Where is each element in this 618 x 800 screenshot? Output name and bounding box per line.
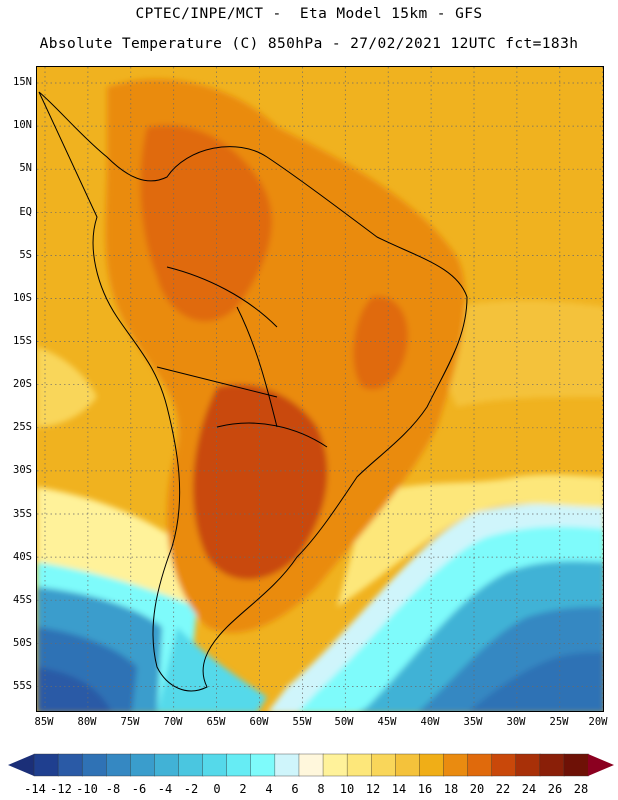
colorbar-swatch: [274, 753, 300, 777]
chart-title-line-1: CPTEC/INPE/MCT - Eta Model 15km - GFS: [135, 6, 483, 22]
lat-label: 15S: [13, 335, 32, 347]
band-10c-pacific: [37, 487, 197, 607]
colorbar-swatch: [515, 753, 541, 777]
coastlines: [38, 91, 468, 692]
lat-label: 5S: [19, 249, 32, 261]
colorbar-swatch: [202, 753, 228, 777]
colorbar-label: 0: [213, 782, 221, 796]
lat-label: 15N: [13, 76, 32, 88]
colorbar: [8, 753, 614, 777]
colorbar-label: 20: [469, 782, 485, 796]
colorbar-label: 26: [547, 782, 563, 796]
colorbar-label: -8: [105, 782, 121, 796]
lat-label: 40S: [13, 551, 32, 563]
colorbar-swatch: [106, 753, 132, 777]
lat-label: 20S: [13, 378, 32, 390]
colorbar-label: 8: [317, 782, 325, 796]
lon-label: 80W: [77, 716, 97, 728]
colorbar-swatch: [57, 753, 83, 777]
colorbar-label: 2: [239, 782, 247, 796]
lon-label: 50W: [334, 716, 354, 728]
colorbar-label: 22: [495, 782, 511, 796]
band-12c-atlantic: [337, 474, 603, 607]
lon-label: 20W: [588, 716, 608, 728]
colorbar-swatch: [539, 753, 565, 777]
colorbar-label: 24: [521, 782, 537, 796]
colorbar-label: -2: [183, 782, 199, 796]
colorbar-extend-max: [588, 754, 614, 776]
band-minus12c-west: [37, 667, 111, 711]
colorbar-label: -6: [131, 782, 147, 796]
lat-label: 25S: [13, 421, 32, 433]
country-borders: [156, 266, 328, 448]
lon-label: 35W: [463, 716, 483, 728]
lon-label: 70W: [163, 716, 183, 728]
colorbar-label: 16: [417, 782, 433, 796]
band-minus10c-east: [469, 652, 603, 711]
colorbar-swatch: [563, 753, 589, 777]
colorbar-label: 18: [443, 782, 459, 796]
colorbar-label: 12: [365, 782, 381, 796]
lon-label: 45W: [377, 716, 397, 728]
colorbar-swatch: [178, 753, 204, 777]
temperature-field: [37, 67, 603, 711]
lat-label: 55S: [13, 680, 32, 692]
lon-label: 65W: [206, 716, 226, 728]
colorbar-label: -14: [24, 782, 46, 796]
colorbar-label: 6: [291, 782, 299, 796]
colorbar-swatches: [33, 753, 589, 777]
band-22c-north: [140, 125, 272, 322]
colorbar-label: 28: [573, 782, 589, 796]
lon-label: 40W: [420, 716, 440, 728]
colorbar-swatch: [322, 753, 348, 777]
lat-label: 10S: [13, 292, 32, 304]
chart-title-line-2: Absolute Temperature (C) 850hPa - 27/02/…: [39, 36, 579, 52]
lon-label: 30W: [506, 716, 526, 728]
colorbar-swatch: [81, 753, 107, 777]
lat-label: 10N: [13, 119, 32, 131]
lat-label: 50S: [13, 637, 32, 649]
temperature-contours: [37, 79, 603, 711]
colorbar-swatch: [130, 753, 156, 777]
colorbar-swatch: [443, 753, 469, 777]
lat-label: 5N: [19, 162, 32, 174]
band-14c-pacific-north: [37, 347, 97, 427]
temperature-map: [36, 66, 604, 712]
lat-label: 45S: [13, 594, 32, 606]
colorbar-swatch: [491, 753, 517, 777]
colorbar-swatch: [467, 753, 493, 777]
lon-label: 55W: [292, 716, 312, 728]
band-22c-northeast: [353, 296, 408, 390]
colorbar-swatch: [419, 753, 445, 777]
lat-label: 35S: [13, 508, 32, 520]
colorbar-swatch: [33, 753, 59, 777]
band-24c-south: [193, 384, 328, 580]
lat-label: EQ: [19, 206, 32, 218]
lat-label: 30S: [13, 464, 32, 476]
lon-label: 60W: [249, 716, 269, 728]
colorbar-label: -4: [157, 782, 173, 796]
colorbar-swatch: [250, 753, 276, 777]
colorbar-swatch: [395, 753, 421, 777]
colorbar-swatch: [154, 753, 180, 777]
colorbar-label: -12: [50, 782, 72, 796]
lon-label: 85W: [34, 716, 54, 728]
lon-label: 75W: [120, 716, 140, 728]
lon-label: 25W: [549, 716, 569, 728]
colorbar-swatch: [226, 753, 252, 777]
lat-lon-grid: [37, 67, 603, 711]
colorbar-swatch: [346, 753, 372, 777]
colorbar-swatch: [371, 753, 397, 777]
colorbar-swatch: [298, 753, 324, 777]
south-america-coastline: [38, 91, 468, 692]
colorbar-label: 10: [339, 782, 355, 796]
colorbar-label: 4: [265, 782, 273, 796]
colorbar-label: -10: [76, 782, 98, 796]
colorbar-label: 14: [391, 782, 407, 796]
colorbar-extend-min: [8, 754, 34, 776]
